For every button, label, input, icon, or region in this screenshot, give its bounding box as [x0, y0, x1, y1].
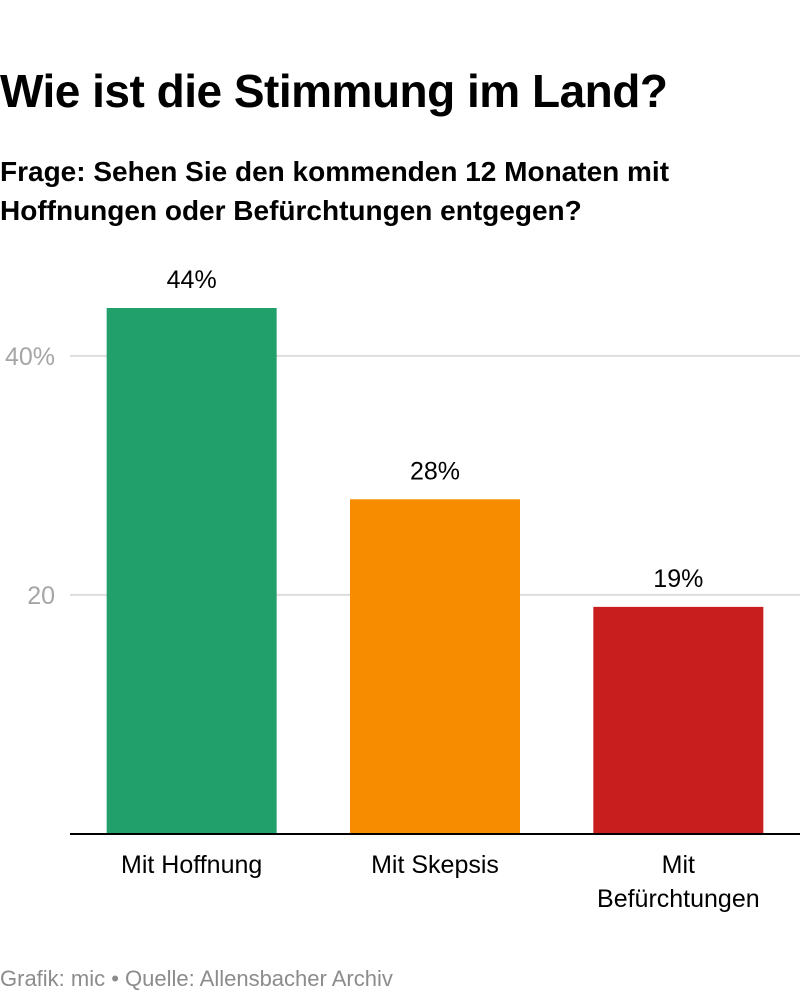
bar [350, 499, 520, 834]
x-tick-label: Mit [662, 851, 695, 879]
y-tick-label: 40% [5, 343, 55, 371]
x-tick-label: Mit Skepsis [371, 851, 499, 879]
chart-title: Wie ist die Stimmung im Land? [0, 65, 668, 117]
x-tick-label: Befürchtungen [597, 885, 760, 913]
bar-value-label: 19% [653, 565, 703, 593]
bar-value-label: 28% [410, 457, 460, 485]
source-footer: Grafik: mic • Quelle: Allensbacher Archi… [0, 966, 393, 991]
y-tick-label: 20 [27, 582, 55, 610]
chart-subtitle: Frage: Sehen Sie den kommenden 12 Monate… [0, 156, 670, 226]
x-tick-label: Mit Hoffnung [121, 851, 262, 879]
bar-value-label: 44% [167, 266, 217, 294]
labels: 20 40% 44% Mit Hoffnung 28% Mit Skepsis 19% Mit… [5, 266, 760, 913]
bar [106, 308, 277, 834]
bars [106, 308, 764, 834]
bar [593, 606, 764, 834]
